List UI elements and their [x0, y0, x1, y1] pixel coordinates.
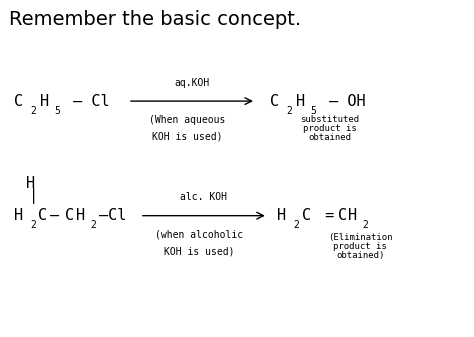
Text: C: C [38, 208, 47, 223]
Text: alc. KOH: alc. KOH [180, 192, 228, 202]
Text: H: H [296, 94, 305, 109]
Text: (when alcoholic: (when alcoholic [155, 229, 243, 239]
Text: H: H [14, 208, 23, 223]
Text: H: H [348, 208, 357, 223]
Text: substituted: substituted [300, 115, 359, 124]
Text: Remember the basic concept.: Remember the basic concept. [9, 10, 301, 29]
Text: 5: 5 [55, 105, 60, 116]
Text: 2: 2 [30, 220, 36, 230]
Text: C: C [302, 208, 311, 223]
Text: 2: 2 [90, 220, 96, 230]
Text: — OH: — OH [320, 94, 365, 109]
Text: aq.KOH: aq.KOH [174, 78, 210, 88]
Text: (When aqueous: (When aqueous [149, 115, 226, 125]
Text: H: H [277, 208, 286, 223]
Text: obtained): obtained) [336, 251, 384, 260]
Text: |: | [28, 188, 38, 205]
Text: C: C [270, 94, 279, 109]
Text: H: H [76, 208, 85, 223]
Text: C: C [338, 208, 347, 223]
Text: 2: 2 [363, 220, 368, 230]
Text: H: H [26, 176, 36, 191]
Text: KOH is used): KOH is used) [164, 246, 234, 256]
Text: 2: 2 [286, 105, 292, 116]
Text: KOH is used): KOH is used) [152, 131, 222, 142]
Text: —: — [50, 208, 59, 223]
Text: 2: 2 [293, 220, 299, 230]
Text: (Elimination: (Elimination [328, 233, 392, 242]
Text: C: C [14, 94, 23, 109]
Text: product is: product is [333, 242, 387, 251]
Text: =: = [316, 208, 344, 223]
Text: H: H [40, 94, 49, 109]
Text: —Cl: —Cl [99, 208, 126, 223]
Text: obtained: obtained [308, 133, 351, 142]
Text: — Cl: — Cl [64, 94, 109, 109]
Text: 2: 2 [30, 105, 36, 116]
Text: 5: 5 [310, 105, 316, 116]
Text: product is: product is [302, 124, 356, 133]
Text: C: C [65, 208, 74, 223]
